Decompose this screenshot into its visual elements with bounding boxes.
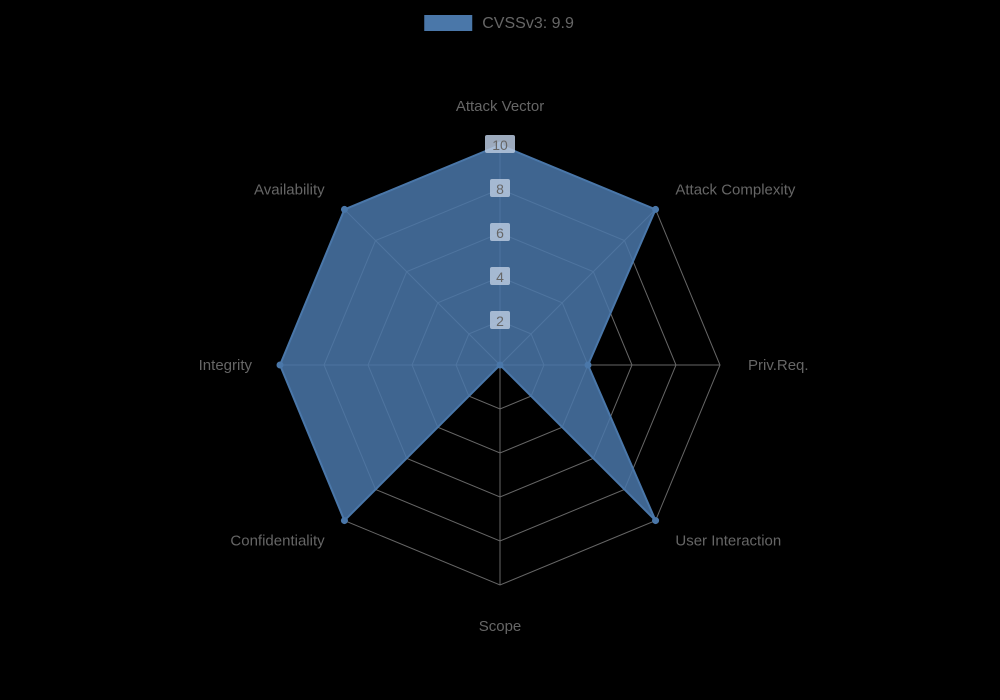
axis-label: Integrity (199, 357, 253, 374)
data-point (341, 206, 348, 213)
axis-label: Priv.Req. (748, 357, 809, 374)
axis-label: Attack Vector (456, 98, 544, 115)
axis-label: Availability (254, 182, 325, 199)
tick-label: 6 (496, 225, 504, 241)
radar-chart: 2 4 6 8 10 Attack Vector Attack Complexity Priv… (0, 0, 1000, 700)
data-point (341, 517, 348, 524)
data-point (652, 517, 659, 524)
data-point (652, 206, 659, 213)
axis-label: User Interaction (675, 532, 781, 549)
axis-label: Confidentiality (230, 532, 325, 549)
legend-label: CVSSv3: 9.9 (482, 15, 574, 32)
tick-label: 4 (496, 269, 504, 285)
tick-label: 8 (496, 181, 504, 197)
tick-label: 10 (492, 137, 508, 153)
axis-label: Attack Complexity (675, 182, 796, 199)
data-point (497, 362, 504, 369)
axis-label: Scope (479, 618, 522, 635)
data-point (585, 362, 592, 369)
legend-swatch (424, 15, 472, 31)
tick-label: 2 (496, 313, 504, 329)
data-point (277, 362, 284, 369)
